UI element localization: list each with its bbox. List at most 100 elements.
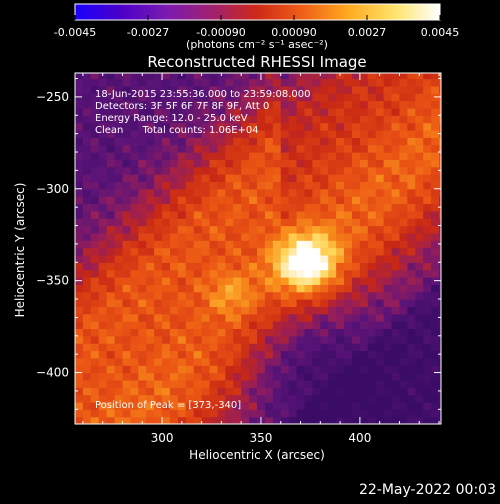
heatmap-cell (201, 107, 211, 116)
heatmap-cell (383, 387, 393, 396)
heatmap-cell (82, 166, 92, 175)
heatmap-cell (288, 306, 298, 315)
info-line-time: 18-Jun-2015 23:55:36.000 to 23:59:08.000 (95, 89, 311, 100)
heatmap-cell (431, 203, 440, 212)
heatmap-cell (415, 276, 424, 285)
heatmap-cell (154, 85, 163, 94)
heatmap-cell (177, 357, 187, 366)
heatmap-cell (90, 394, 100, 403)
heatmap-cell (257, 357, 266, 366)
heatmap-cell (82, 335, 92, 344)
info-line-detectors: Detectors: 3F 5F 6F 7F 8F 9F, Att 0 (95, 101, 269, 112)
heatmap-cell (351, 203, 361, 212)
heatmap-cell (114, 203, 124, 212)
heatmap-cell (106, 299, 116, 307)
heatmap-cell (439, 152, 441, 160)
heatmap-cell (312, 210, 321, 219)
heatmap-cell (399, 232, 408, 241)
heatmap-cell (82, 210, 92, 219)
heatmap-cell (241, 328, 250, 337)
heatmap-cell (114, 115, 124, 124)
heatmap-cell (75, 188, 84, 197)
heatmap-cell (225, 247, 234, 256)
heatmap-cell (241, 365, 250, 374)
heatmap-cell (193, 73, 203, 80)
heatmap-cell (90, 350, 100, 359)
heatmap-cell (98, 107, 108, 116)
heatmap-cell (169, 78, 179, 87)
heatmap-cell (249, 174, 258, 183)
heatmap-cell (106, 188, 116, 197)
heatmap-cell (415, 350, 424, 359)
heatmap-cell (249, 188, 258, 197)
heatmap-cell (328, 144, 337, 153)
heatmap-cell (169, 159, 179, 168)
heatmap-cell (201, 144, 211, 153)
heatmap-cell (177, 269, 187, 278)
heatmap-cell (193, 401, 203, 410)
heatmap-cell (169, 232, 179, 241)
heatmap-cell (90, 247, 100, 256)
heatmap-cell (146, 276, 155, 285)
heatmap-cell (359, 416, 369, 424)
x-axis-label: Heliocentric X (arcsec) (189, 448, 325, 462)
heatmap-cell (431, 196, 440, 205)
heatmap-cell (138, 93, 147, 102)
heatmap-cell (415, 181, 424, 190)
heatmap-cell (328, 269, 337, 278)
heatmap-cell (225, 122, 234, 131)
heatmap-cell (130, 107, 139, 116)
heatmap-cell (399, 181, 408, 190)
heatmap-cell (225, 152, 234, 160)
heatmap-cell (351, 137, 361, 146)
heatmap-cell (312, 350, 321, 359)
heatmap-cell (169, 254, 179, 263)
heatmap-cell (185, 416, 195, 424)
heatmap-cell (423, 232, 432, 241)
heatmap-cell (407, 394, 416, 403)
heatmap-cell (82, 357, 92, 366)
heatmap-cell (75, 85, 84, 94)
heatmap-cell (407, 166, 416, 175)
heatmap-cell (280, 225, 290, 234)
heatmap-cell (177, 276, 187, 285)
heatmap-cell (225, 379, 234, 388)
heatmap-cell (439, 107, 441, 116)
heatmap-cell (201, 276, 211, 285)
heatmap-cell (75, 107, 84, 116)
heatmap-cell (264, 115, 274, 124)
heatmap-cell (114, 247, 124, 256)
heatmap-cell (130, 365, 139, 374)
heatmap-cell (185, 100, 195, 109)
heatmap-cell (280, 254, 290, 263)
heatmap-cell (225, 196, 234, 205)
heatmap-cell (367, 365, 377, 374)
heatmap-cell (351, 379, 361, 388)
heatmap-cell (90, 210, 100, 219)
heatmap-cell (328, 350, 337, 359)
heatmap-cell (320, 107, 329, 116)
heatmap-cell (122, 321, 131, 330)
heatmap-cell (225, 181, 234, 190)
heatmap-cell (217, 100, 226, 109)
heatmap-cell (122, 166, 131, 175)
heatmap-cell (90, 365, 100, 374)
heatmap-cell (249, 306, 258, 315)
heatmap-cell (225, 387, 234, 396)
heatmap-cell (209, 254, 219, 263)
heatmap-cell (209, 394, 219, 403)
heatmap-cell (162, 129, 171, 138)
heatmap-cell (138, 188, 147, 197)
heatmap-cell (272, 306, 282, 315)
heatmap-cell (225, 174, 234, 183)
heatmap-cell (375, 232, 385, 241)
heatmap-cell (391, 291, 401, 300)
heatmap-cell (130, 73, 139, 80)
heatmap-cell (423, 93, 432, 102)
heatmap-cell (114, 343, 124, 352)
heatmap-cell (415, 284, 424, 293)
heatmap-cell (399, 203, 408, 212)
y-tick-label: −300 (36, 182, 69, 196)
heatmap-cell (169, 100, 179, 109)
heatmap-cell (280, 306, 290, 315)
